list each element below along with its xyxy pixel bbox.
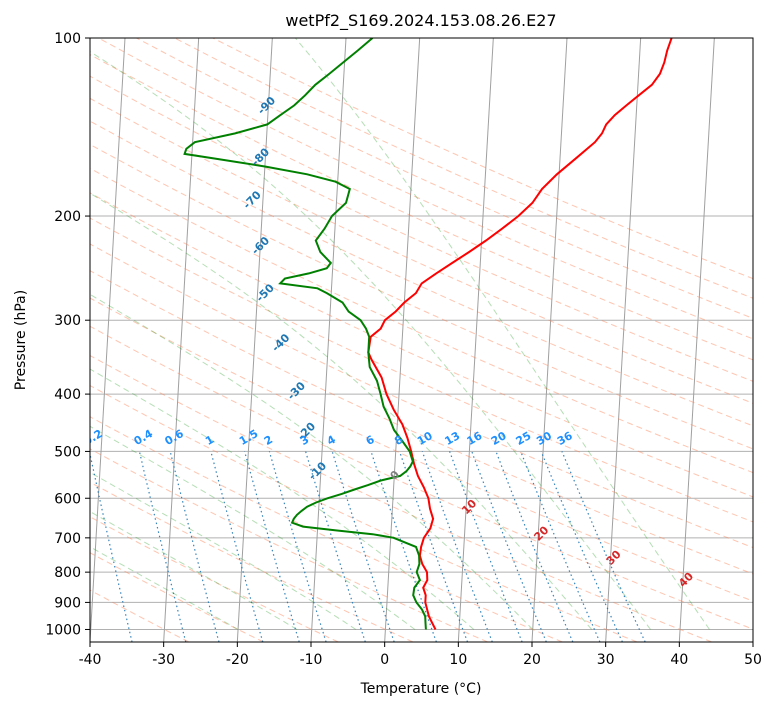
x-tick-label: -10 xyxy=(300,652,323,668)
moist-adiabat xyxy=(90,51,651,630)
mixing-ratio-line xyxy=(268,451,327,642)
dry-adiabat xyxy=(90,297,753,602)
x-tick-label: 40 xyxy=(670,652,688,668)
dry-adiabat xyxy=(90,325,753,630)
isotherm-line xyxy=(457,38,494,642)
y-tick-label: 100 xyxy=(54,31,81,47)
isotherm-line xyxy=(678,38,715,642)
plot-content xyxy=(90,38,753,642)
mixing-ratio-line xyxy=(331,451,395,642)
moist-adiabat xyxy=(90,471,357,630)
isotherm-line xyxy=(163,38,200,642)
x-tick-label: -30 xyxy=(152,652,175,668)
isotherm-line xyxy=(384,38,421,642)
y-tick-label: 500 xyxy=(54,444,81,460)
y-tick-label: 300 xyxy=(54,313,81,329)
x-tick-label: 30 xyxy=(597,652,615,668)
y-tick-label: 700 xyxy=(54,531,81,547)
dry-adiabat xyxy=(90,167,753,474)
y-axis-label: Pressure (hPa) xyxy=(13,290,29,390)
dry-adiabat xyxy=(90,270,753,575)
mixing-ratio-line xyxy=(561,451,646,642)
mixing-ratio-line xyxy=(305,451,366,642)
mixing-ratio-line xyxy=(210,451,264,642)
dry-adiabat xyxy=(90,97,753,404)
dry-adiabat xyxy=(90,243,753,549)
x-tick-label: 20 xyxy=(523,652,541,668)
x-tick-label: 10 xyxy=(449,652,467,668)
y-tick-label: 400 xyxy=(54,387,81,403)
dry-adiabat xyxy=(90,75,753,382)
isotherm-line xyxy=(90,38,126,642)
moist-adiabat xyxy=(90,425,416,630)
isotherm-line xyxy=(605,38,642,642)
dry-adiabat xyxy=(90,143,753,450)
mixing-ratio-line xyxy=(244,451,300,642)
dry-adiabat xyxy=(90,416,563,642)
dry-adiabat xyxy=(90,448,488,642)
y-tick-label: 1000 xyxy=(45,622,81,638)
x-tick-label: -20 xyxy=(226,652,249,668)
y-tick-label: 800 xyxy=(54,565,81,581)
mixing-ratio-line xyxy=(471,451,547,642)
plot-area xyxy=(90,38,753,642)
mixing-ratio-line xyxy=(449,451,523,642)
dry-adiabat xyxy=(90,589,190,642)
dry-adiabat xyxy=(90,385,638,642)
chart-title: wetPf2_S169.2024.153.08.26.E27 xyxy=(285,11,556,31)
moist-adiabat xyxy=(90,192,593,630)
x-tick-label: 0 xyxy=(380,652,389,668)
dry-adiabat xyxy=(136,38,753,319)
dry-adiabat xyxy=(90,552,264,642)
y-tick-label: 200 xyxy=(54,209,81,225)
isotherm-line xyxy=(236,38,273,642)
dry-adiabat xyxy=(98,38,753,340)
plot-frame xyxy=(89,37,754,643)
x-tick-label: -40 xyxy=(79,652,102,668)
y-tick-label: 600 xyxy=(54,491,81,507)
moist-adiabat xyxy=(295,38,710,630)
isotherm-line xyxy=(531,38,568,642)
moist-adiabat xyxy=(90,293,534,630)
x-axis-label: Temperature (°C) xyxy=(360,681,482,697)
x-tick-label: 50 xyxy=(744,652,762,668)
dewpoint-profile xyxy=(183,38,427,630)
isotherm-line xyxy=(310,38,347,642)
axes: -40 -30 -20 -10 0 10 20 30 40 50 100 200 300 400 500 60… xyxy=(45,31,762,668)
y-tick-label: 900 xyxy=(54,595,81,611)
dry-adiabat xyxy=(90,354,712,642)
